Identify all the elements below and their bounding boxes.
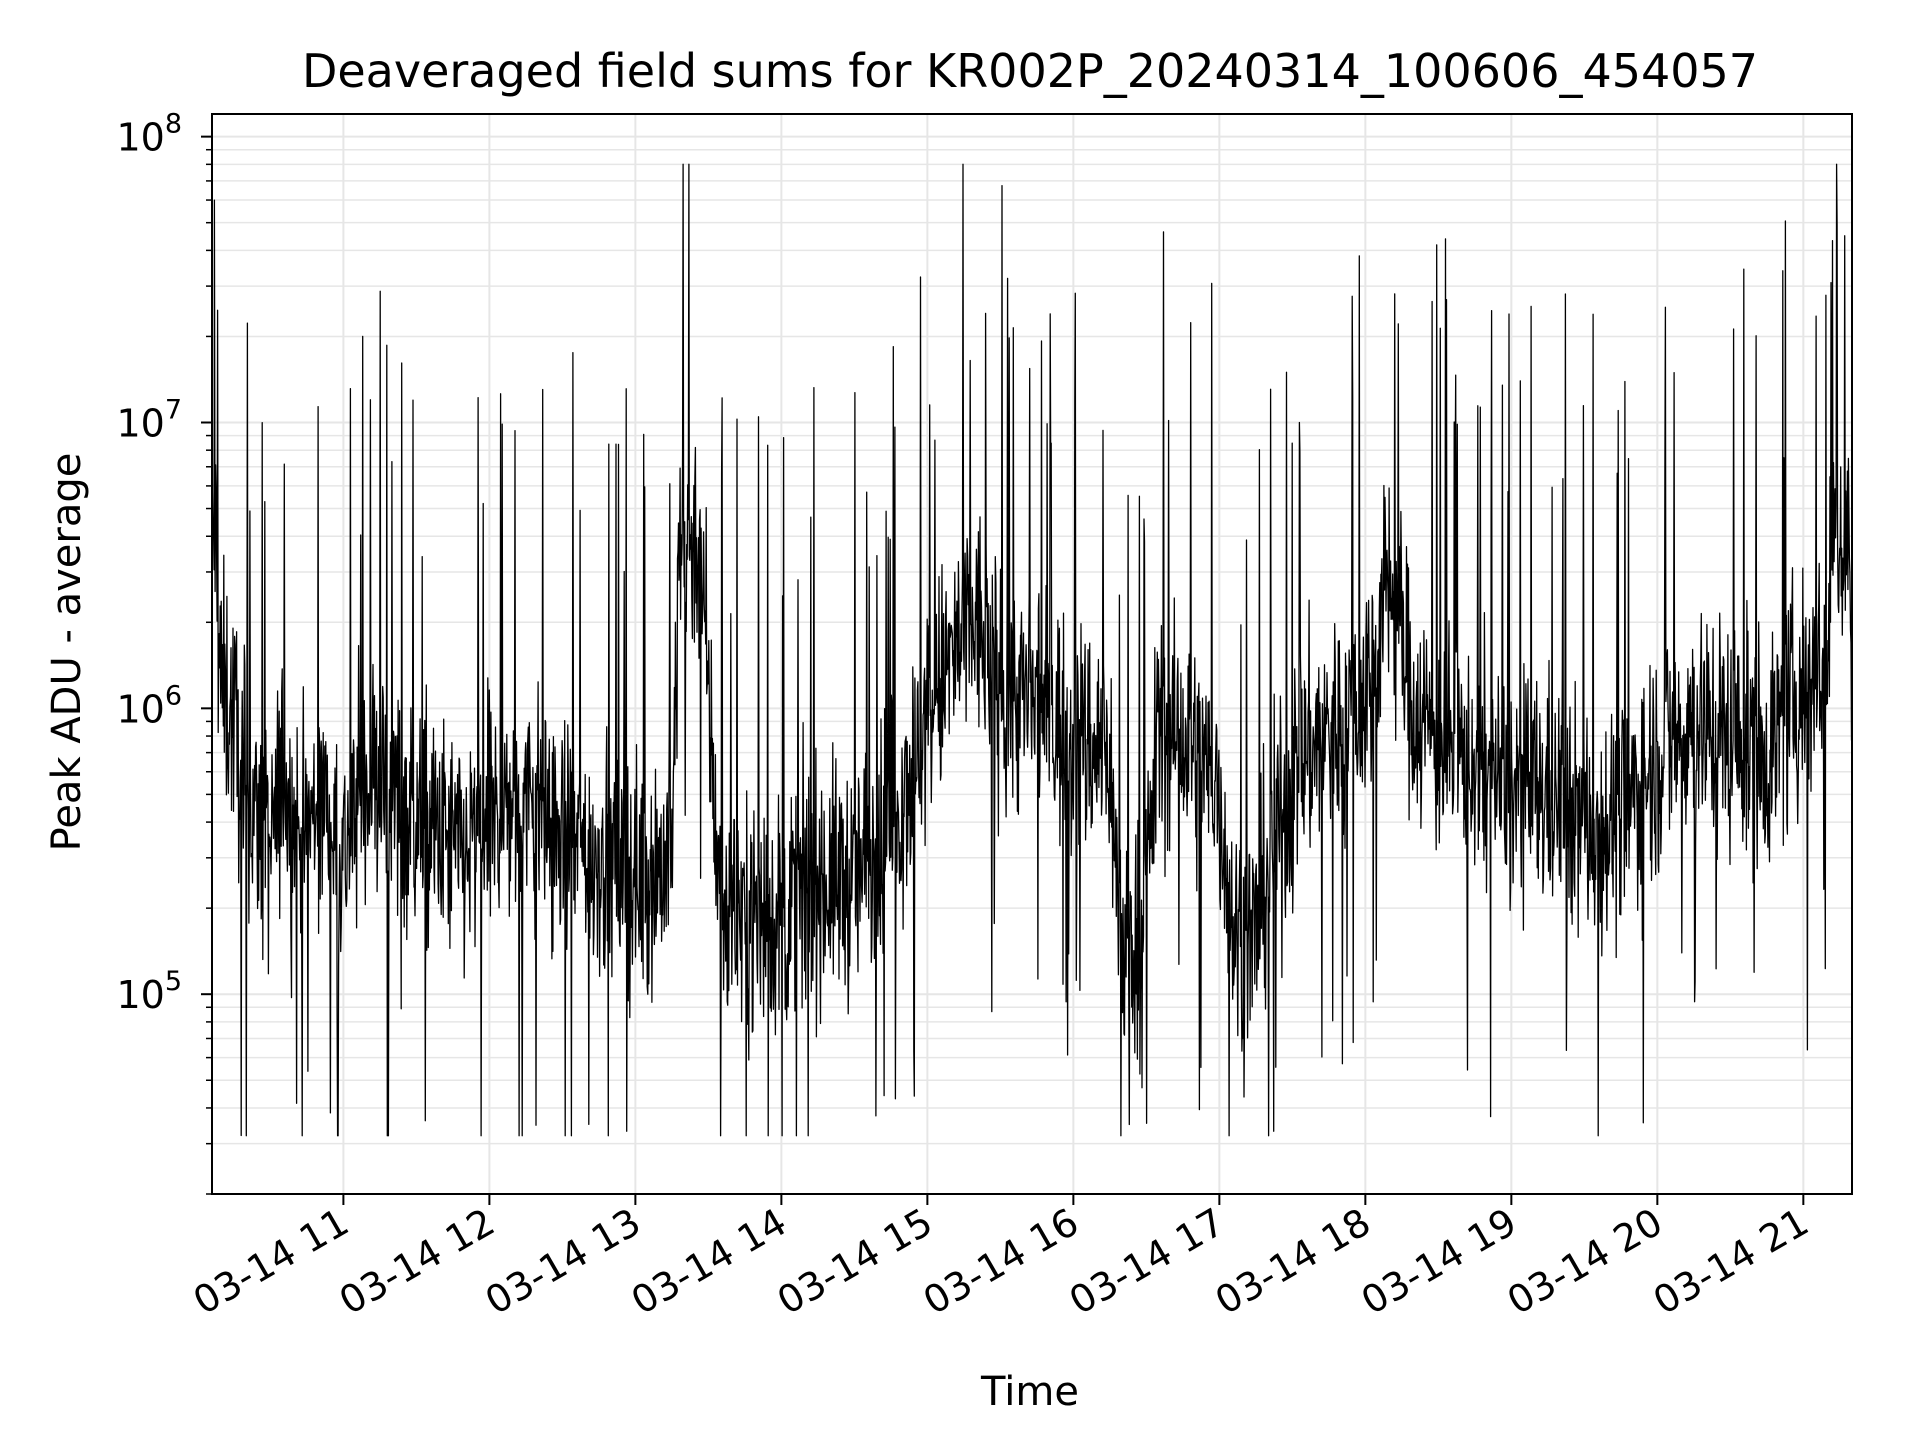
- series-line: [211, 163, 1853, 1137]
- y-axis-label: Peak ADU - average: [44, 453, 90, 852]
- y-tick-label: 107: [116, 394, 182, 445]
- x-axis-label: Time: [980, 1369, 1079, 1415]
- y-tick-label: 106: [116, 680, 182, 731]
- data-layer: [211, 163, 1853, 1137]
- plot-frame: [211, 113, 1853, 1195]
- y-tick-label: 108: [116, 109, 182, 160]
- y-tick-label: 105: [116, 966, 182, 1017]
- chart-title: Deaveraged field sums for KR002P_2024031…: [302, 44, 1758, 98]
